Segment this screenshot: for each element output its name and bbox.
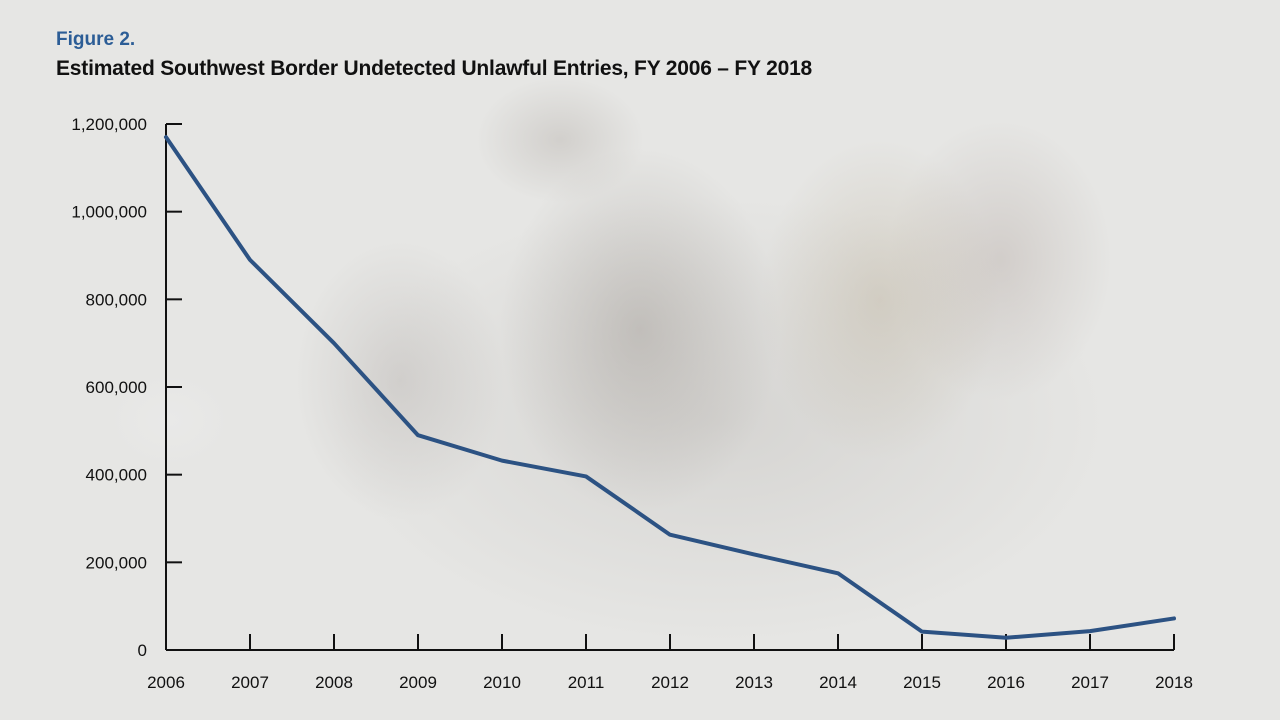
- x-tick-label: 2016: [987, 673, 1025, 692]
- x-tick-label: 2008: [315, 673, 353, 692]
- chart-axes: [165, 124, 1174, 651]
- figure-label: Figure 2.: [56, 29, 136, 50]
- x-tick-label: 2017: [1071, 673, 1109, 692]
- x-tick-label: 2007: [231, 673, 269, 692]
- y-tick-label: 600,000: [86, 378, 147, 397]
- x-tick-label: 2012: [651, 673, 689, 692]
- x-tick-label: 2011: [568, 673, 605, 692]
- x-tick-label: 2015: [903, 673, 941, 692]
- y-tick-label: 800,000: [86, 290, 147, 309]
- y-tick-label: 400,000: [86, 466, 147, 485]
- y-axis-ticks: 0 200,000 400,000 600,000 800,000 1,000,000 1,…: [71, 115, 182, 660]
- x-tick-label: 2018: [1155, 673, 1193, 692]
- x-tick-label: 2006: [147, 673, 185, 692]
- x-tick-label: 2010: [483, 673, 521, 692]
- y-tick-label: 200,000: [86, 553, 147, 572]
- series-line: [164, 135, 1176, 640]
- chart-title: Estimated Southwest Border Undetected Un…: [56, 57, 813, 80]
- x-tick-label: 2013: [735, 673, 773, 692]
- x-axis-ticks: 2006 2007 2008 2009 2010 2011 2012 2013 2014 2015…: [147, 634, 1193, 692]
- y-tick-label: 1,000,000: [71, 203, 147, 222]
- x-tick-label: 2014: [819, 673, 857, 692]
- y-tick-label: 1,200,000: [71, 115, 147, 134]
- x-tick-label: 2009: [399, 673, 437, 692]
- y-tick-label: 0: [138, 641, 147, 660]
- chart-series: [164, 135, 1176, 640]
